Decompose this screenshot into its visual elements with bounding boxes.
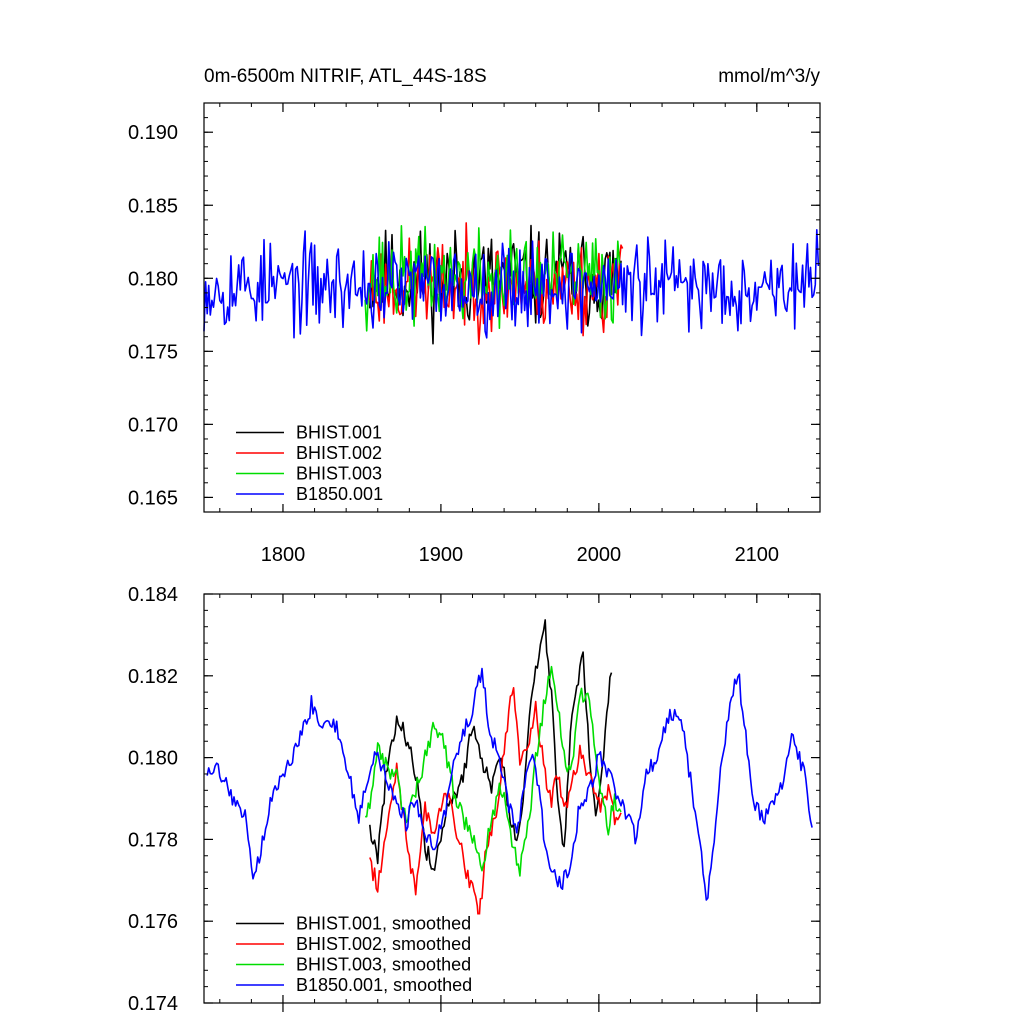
y-tick-label: 0.176 [128, 911, 178, 933]
legend-entry-bg [234, 464, 564, 484]
x-tick-label: 1800 [261, 544, 306, 566]
y-tick-label: 0.180 [128, 748, 178, 770]
bottom-series-group [206, 619, 813, 926]
legend-label: BHIST.002, smoothed [296, 934, 471, 954]
legend-label: BHIST.001, smoothed [296, 914, 471, 934]
y-tick-label: 0.184 [128, 584, 178, 606]
y-tick-label: 0.180 [128, 268, 178, 290]
legend-label: BHIST.001 [296, 423, 382, 443]
series-line-bhist-001-smoothed [369, 619, 613, 871]
x-tick-label: 2000 [577, 544, 622, 566]
legend-entry-bg [234, 935, 564, 954]
x-tick-label: 2100 [735, 544, 780, 566]
top-axes: 0.165 0.170 0.175 0.180 0.185 0.190 1800 1900 20… [128, 102, 821, 566]
y-tick-label: 0.178 [128, 829, 178, 851]
y-tick-label: 0.190 [128, 122, 178, 144]
legend-entry-bg [234, 976, 564, 995]
y-tick-label: 0.174 [128, 993, 178, 1015]
legend-label: B1850.001, smoothed [296, 975, 472, 995]
series-line-b1850-001 [203, 229, 820, 339]
top-panel: 0m-6500m NITRIF, ATL_44S-18S mmol/m^3/y … [128, 66, 821, 566]
y-tick-label: 0.170 [128, 414, 178, 436]
legend-entry-bg [234, 423, 564, 443]
legend-label: BHIST.003 [296, 464, 382, 484]
legend-entry-bg [234, 955, 564, 975]
legend-entry-bg [234, 914, 564, 934]
bottom-panel: 0.174 0.176 0.178 0.180 0.182 0.184 BHIST.001… [128, 584, 821, 1015]
legend-label: BHIST.002 [296, 443, 382, 463]
y-tick-label: 0.165 [128, 487, 178, 509]
legend-entry-bg [234, 485, 564, 504]
plot-frame [203, 593, 821, 1004]
series-line-b1850-001-smoothed [206, 667, 813, 901]
y-tick-label: 0.175 [128, 341, 178, 363]
y-tick-label: 0.185 [128, 195, 178, 217]
top-series-group [203, 222, 820, 345]
top-title-right: mmol/m^3/y [718, 66, 820, 87]
bottom-axes: 0.174 0.176 0.178 0.180 0.182 0.184 [128, 584, 821, 1015]
x-tick-label: 1900 [419, 544, 464, 566]
series-line-bhist-002-smoothed [369, 687, 622, 926]
legend-label: B1850.001 [296, 484, 383, 504]
y-tick-label: 0.182 [128, 666, 178, 688]
legend-entry-bg [234, 444, 564, 463]
top-title-left: 0m-6500m NITRIF, ATL_44S-18S [204, 66, 487, 87]
legend-label: BHIST.003, smoothed [296, 955, 471, 975]
